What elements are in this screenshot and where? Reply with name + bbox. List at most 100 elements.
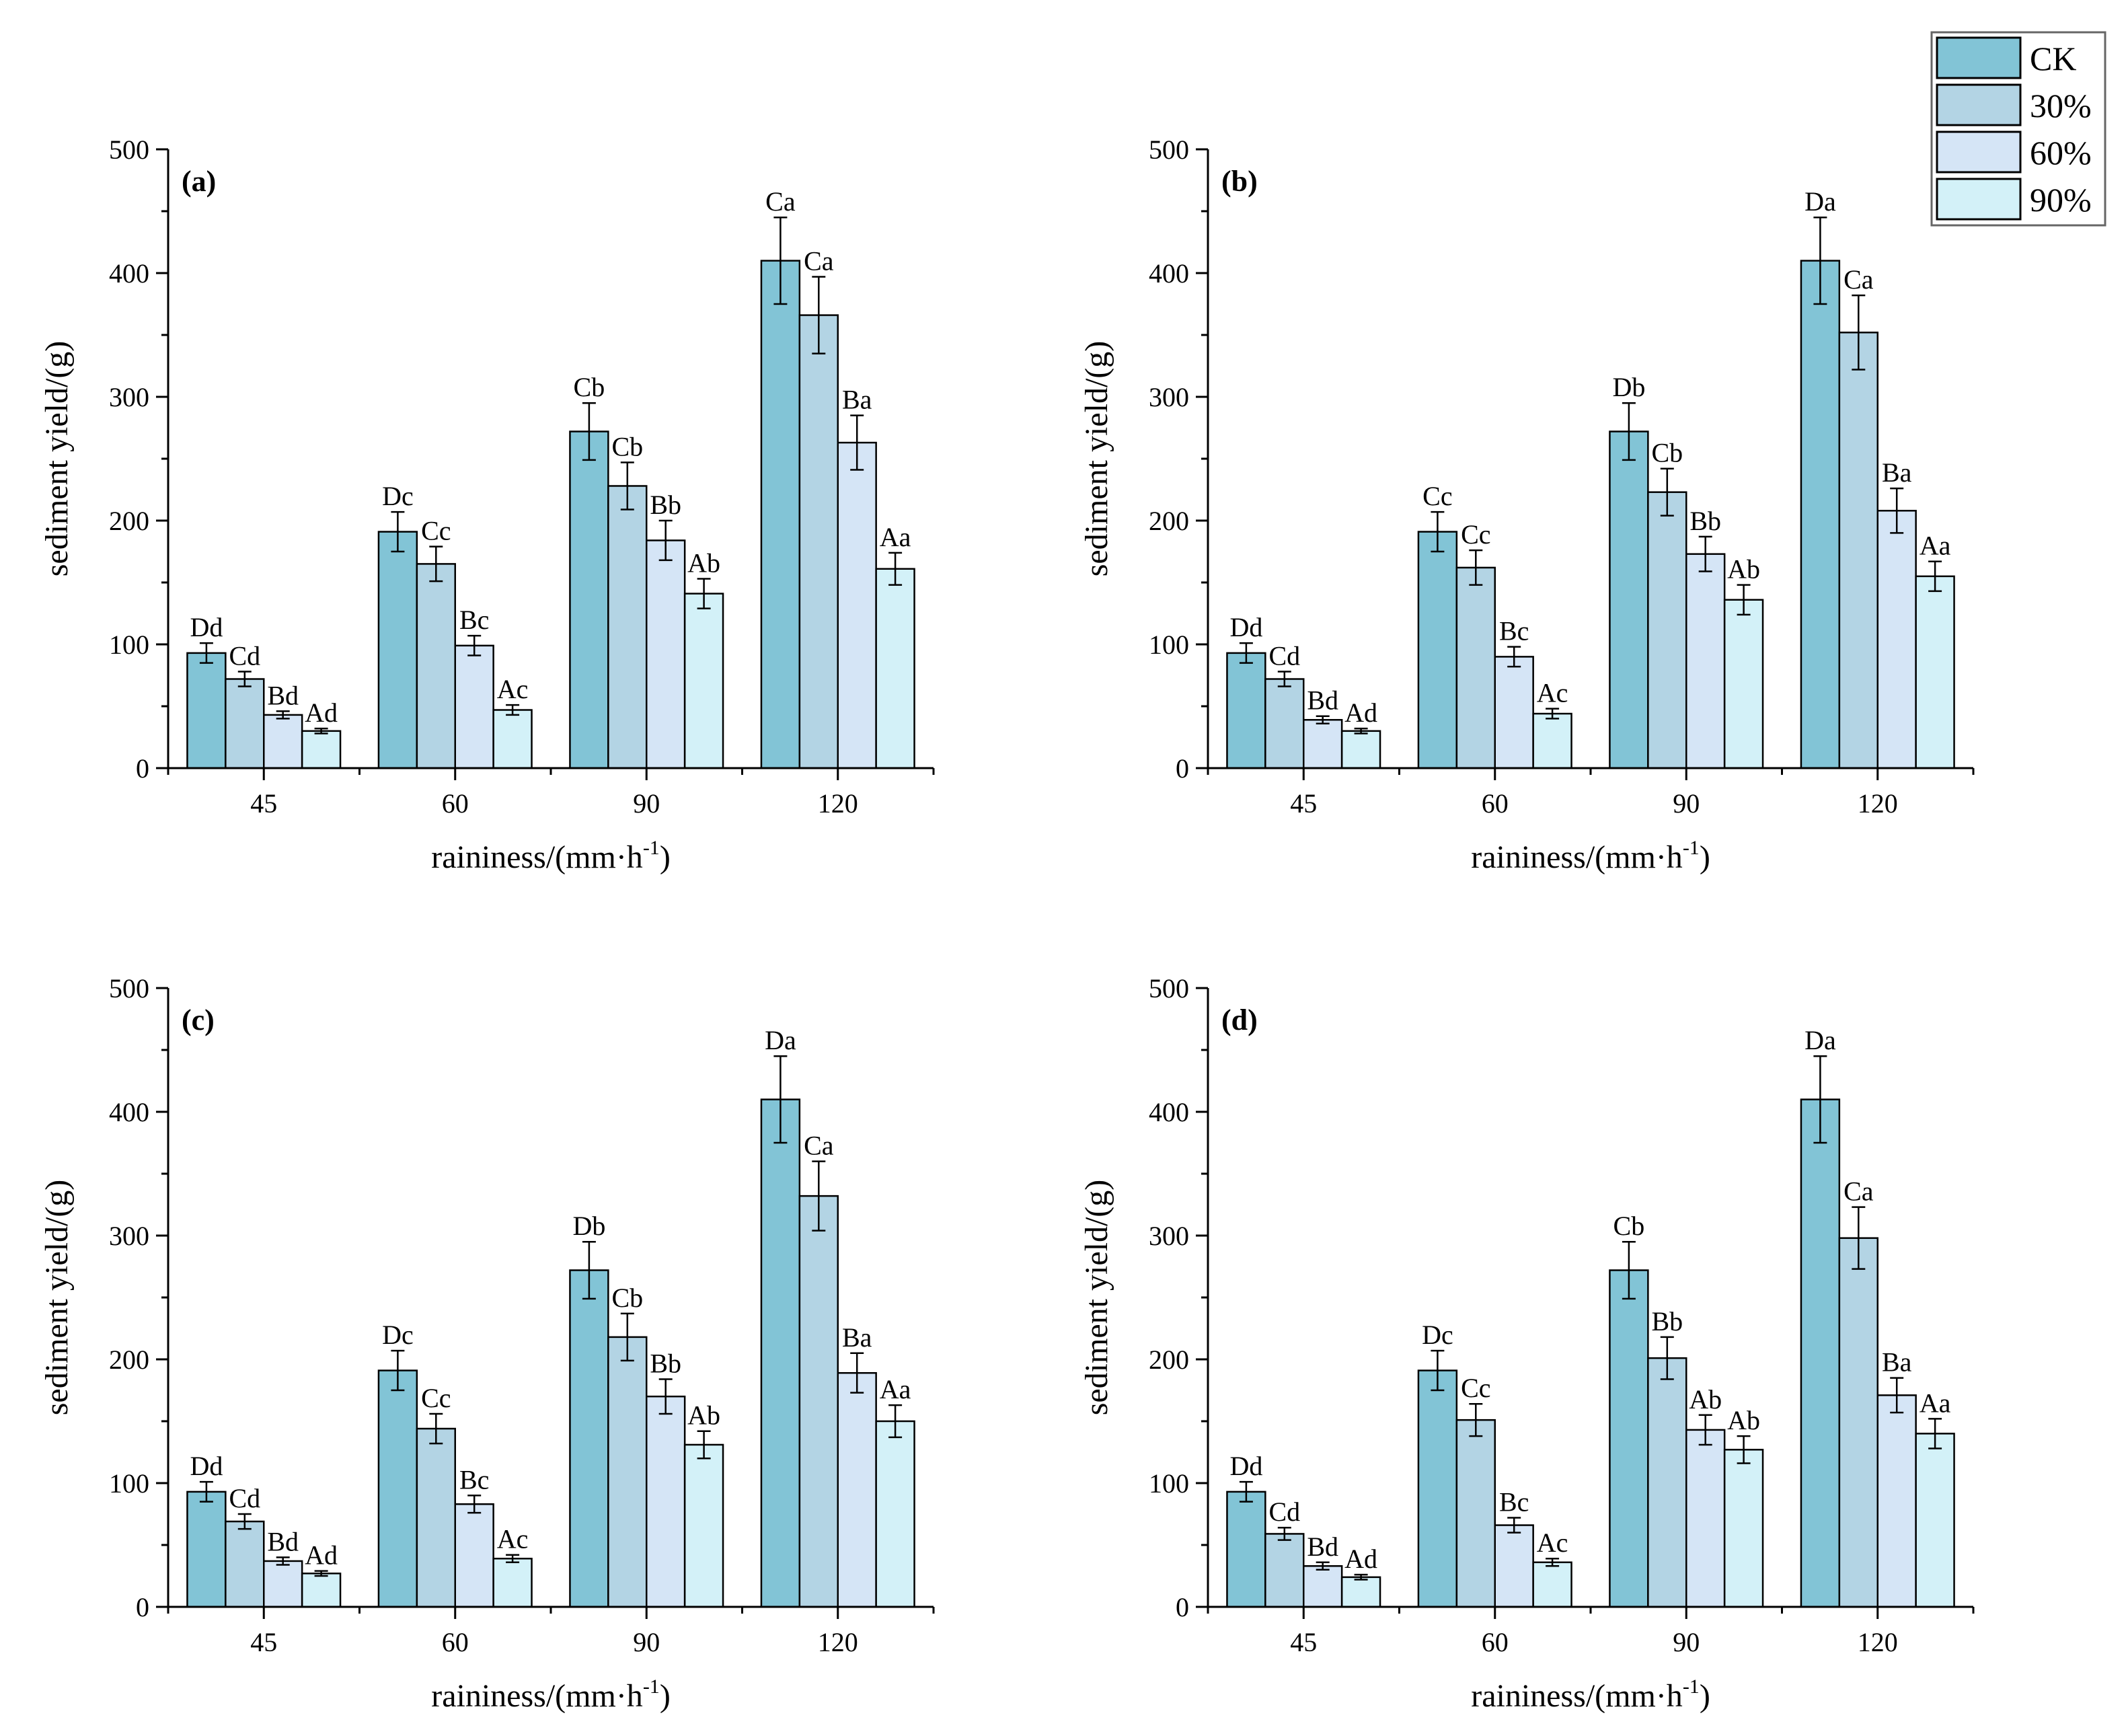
bar-CK-45 (1226, 652, 1266, 769)
significance-label: Bc (459, 605, 489, 635)
x-tick-label: 90 (633, 788, 660, 819)
x-axis-label-end: ) (660, 839, 671, 875)
error-bar (1852, 1206, 1866, 1270)
significance-label: Ac (497, 674, 529, 704)
x-tick-label: 90 (1673, 788, 1700, 819)
y-axis-label: sediment yield/(g) (39, 1180, 75, 1416)
error-bar (697, 1430, 711, 1460)
bar-CK-120 (760, 260, 801, 769)
bar-CK-60 (1417, 1369, 1458, 1608)
error-bar (1660, 1336, 1674, 1380)
error-bar (314, 727, 328, 734)
bar-30pct-45 (1264, 1533, 1305, 1608)
y-axis-label: sediment yield/(g) (1079, 341, 1114, 577)
error-bar (276, 710, 290, 720)
bar-60pct-120 (1876, 510, 1917, 769)
significance-label: Aa (880, 1374, 911, 1404)
error-bar (812, 1160, 826, 1232)
significance-label: Cc (421, 516, 451, 546)
bar-CK-45 (186, 652, 227, 769)
error-bar (467, 634, 482, 656)
significance-label: Cb (611, 432, 643, 462)
panel-label: (c) (182, 1004, 215, 1036)
significance-label: Dd (1229, 612, 1262, 642)
bar-30pct-90 (1647, 1357, 1687, 1608)
legend-label: CK (2030, 40, 2076, 77)
legend-label: 30% (2030, 87, 2092, 124)
y-tick-label: 200 (109, 506, 149, 536)
significance-label: Bb (650, 1348, 681, 1378)
x-axis-label-superscript: -1 (643, 1675, 660, 1698)
significance-label: Da (1804, 186, 1836, 217)
error-bar (1622, 402, 1636, 461)
error-bar (658, 1378, 673, 1415)
significance-label: Db (572, 1211, 605, 1241)
bar-60pct-120 (837, 441, 877, 769)
bar-30pct-45 (1264, 678, 1305, 769)
y-tick-label: 300 (109, 1221, 149, 1251)
bar-60pct-45 (263, 1560, 303, 1608)
error-bar (582, 1240, 596, 1300)
error-bar (506, 1554, 520, 1564)
error-bar (1813, 1055, 1827, 1144)
bar-CK-120 (1800, 1098, 1841, 1608)
error-bar (1737, 584, 1751, 616)
error-bar (1852, 294, 1866, 371)
significance-label: Ca (765, 186, 796, 217)
legend: CK 30% 60% 90% (1930, 31, 2106, 227)
error-bar (1277, 1526, 1291, 1541)
error-bar (1354, 727, 1368, 734)
significance-label: Dd (190, 612, 223, 642)
y-tick-label: 400 (109, 258, 149, 289)
y-tick-label: 0 (136, 1592, 149, 1622)
bar-30pct-90 (607, 485, 648, 769)
bar-30pct-90 (1647, 491, 1687, 769)
significance-label: Bb (1651, 1306, 1683, 1336)
significance-label: Bd (1307, 685, 1338, 716)
x-tick-label: 90 (633, 1627, 660, 1657)
significance-label: Ca (804, 1131, 834, 1161)
significance-label: Ca (1844, 1176, 1874, 1207)
error-bar (1890, 1377, 1904, 1414)
significance-label: Dd (1229, 1451, 1262, 1481)
bar-30pct-45 (225, 1520, 265, 1608)
legend-label: 60% (2030, 134, 2092, 172)
x-tick-label: 45 (1290, 788, 1317, 819)
error-bar (1660, 467, 1674, 517)
significance-label: Da (765, 1025, 796, 1055)
error-bar (506, 704, 520, 716)
bar-90pct-60 (492, 1557, 533, 1608)
chart-panel-c: Dd Dc Db Da Cd Cc Cb Ca Bd Bc Bb Ba Ad Ac Ab Aa 0 100 200 3… (39, 973, 935, 1714)
error-bar (888, 1404, 903, 1439)
significance-label: Bc (459, 1464, 489, 1495)
significance-label: Bd (1307, 1532, 1338, 1562)
bar-90pct-90 (683, 1443, 724, 1608)
significance-label: Bc (1499, 616, 1529, 646)
error-bar (1546, 1557, 1560, 1567)
error-bar (199, 642, 213, 664)
significance-label: Cb (611, 1283, 643, 1313)
bar-30pct-120 (798, 314, 839, 769)
bar-30pct-120 (1838, 1237, 1879, 1608)
error-bar (391, 511, 405, 553)
bar-30pct-60 (1455, 566, 1496, 769)
error-bar (1507, 646, 1521, 668)
x-axis-label-superscript: -1 (643, 837, 660, 859)
bar-CK-120 (760, 1098, 801, 1608)
bar-90pct-45 (1340, 1576, 1381, 1608)
significance-label: Cc (1461, 519, 1490, 550)
panel-label: (a) (182, 165, 216, 198)
error-bar (1928, 560, 1942, 593)
y-tick-label: 200 (109, 1345, 149, 1375)
significance-label: Ad (1344, 697, 1377, 728)
error-bar (1431, 1349, 1445, 1392)
y-tick-label: 0 (1176, 1592, 1189, 1622)
significance-label: Dd (190, 1451, 223, 1481)
significance-label: Ca (1844, 264, 1874, 295)
error-bar (1890, 487, 1904, 534)
y-tick-label: 100 (1149, 630, 1189, 660)
significance-label: Db (1612, 372, 1645, 402)
bar-60pct-45 (1303, 718, 1343, 769)
significance-label: Cb (1651, 438, 1683, 468)
